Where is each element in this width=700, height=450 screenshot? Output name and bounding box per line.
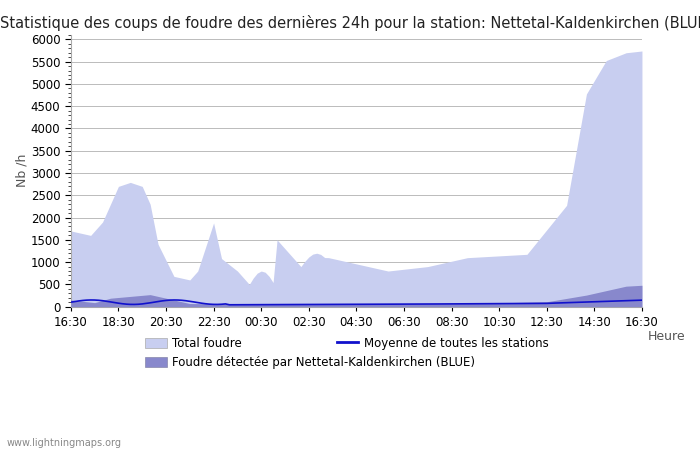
Text: Heure: Heure <box>648 330 685 343</box>
Y-axis label: Nb /h: Nb /h <box>15 154 28 188</box>
Legend: Foudre détectée par Nettetal-Kaldenkirchen (BLUE): Foudre détectée par Nettetal-Kaldenkirch… <box>146 356 475 369</box>
Title: Statistique des coups de foudre des dernières 24h pour la station: Nettetal-Kald: Statistique des coups de foudre des dern… <box>0 15 700 31</box>
Text: www.lightningmaps.org: www.lightningmaps.org <box>7 438 122 448</box>
